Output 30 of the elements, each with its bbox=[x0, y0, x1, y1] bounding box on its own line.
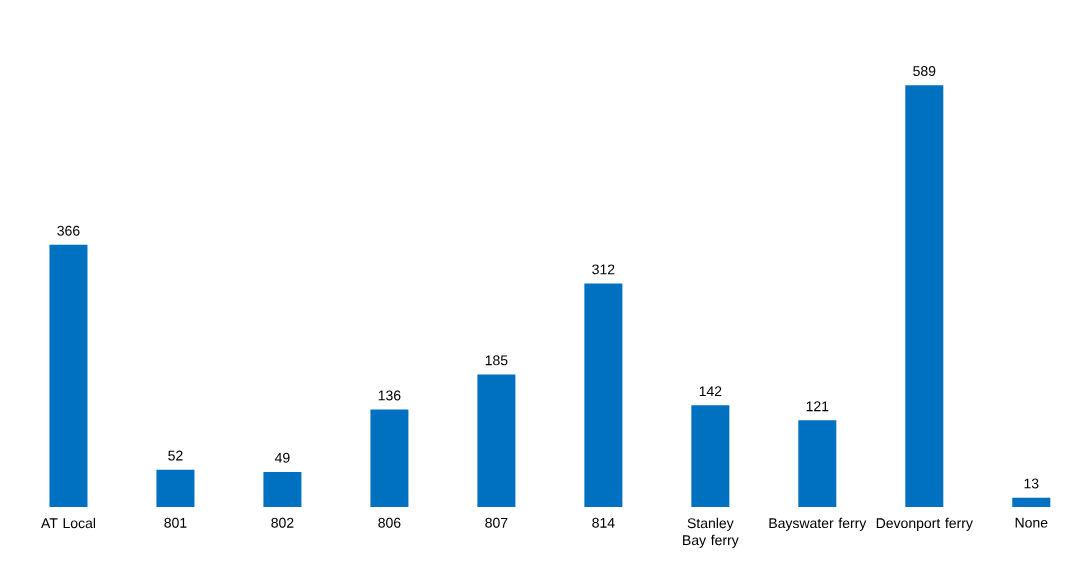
data-label: 136 bbox=[378, 390, 401, 401]
data-label: 52 bbox=[168, 450, 183, 461]
data-label: 366 bbox=[57, 225, 80, 236]
data-label: 185 bbox=[485, 355, 508, 366]
x-tick-label: Stanley Bay ferry bbox=[683, 517, 739, 548]
bar bbox=[263, 471, 302, 507]
bar bbox=[156, 469, 195, 507]
data-label: 142 bbox=[699, 386, 722, 397]
bar bbox=[584, 283, 623, 507]
data-label: 49 bbox=[274, 452, 290, 463]
x-tick-label: Devonport ferry bbox=[876, 517, 973, 531]
data-label: 13 bbox=[1024, 478, 1039, 489]
bar bbox=[905, 85, 944, 507]
bar bbox=[49, 244, 88, 507]
x-tick-label: AT Local bbox=[41, 517, 96, 529]
x-tick-label: None bbox=[1015, 517, 1048, 528]
x-tick-label: Bayswater ferry bbox=[769, 517, 867, 531]
x-tick-label: 801 bbox=[164, 517, 187, 528]
x-tick-label: 807 bbox=[485, 517, 508, 528]
x-tick-label: 802 bbox=[271, 517, 294, 528]
x-tick-label: 814 bbox=[592, 517, 615, 528]
data-label: 589 bbox=[913, 66, 936, 76]
bar bbox=[1012, 497, 1051, 507]
bar bbox=[691, 405, 730, 507]
bar bbox=[798, 420, 837, 507]
data-label: 312 bbox=[592, 264, 615, 275]
x-tick-label: 806 bbox=[378, 517, 401, 528]
bar bbox=[477, 374, 516, 507]
data-label: 121 bbox=[806, 401, 829, 412]
bar bbox=[370, 409, 409, 507]
